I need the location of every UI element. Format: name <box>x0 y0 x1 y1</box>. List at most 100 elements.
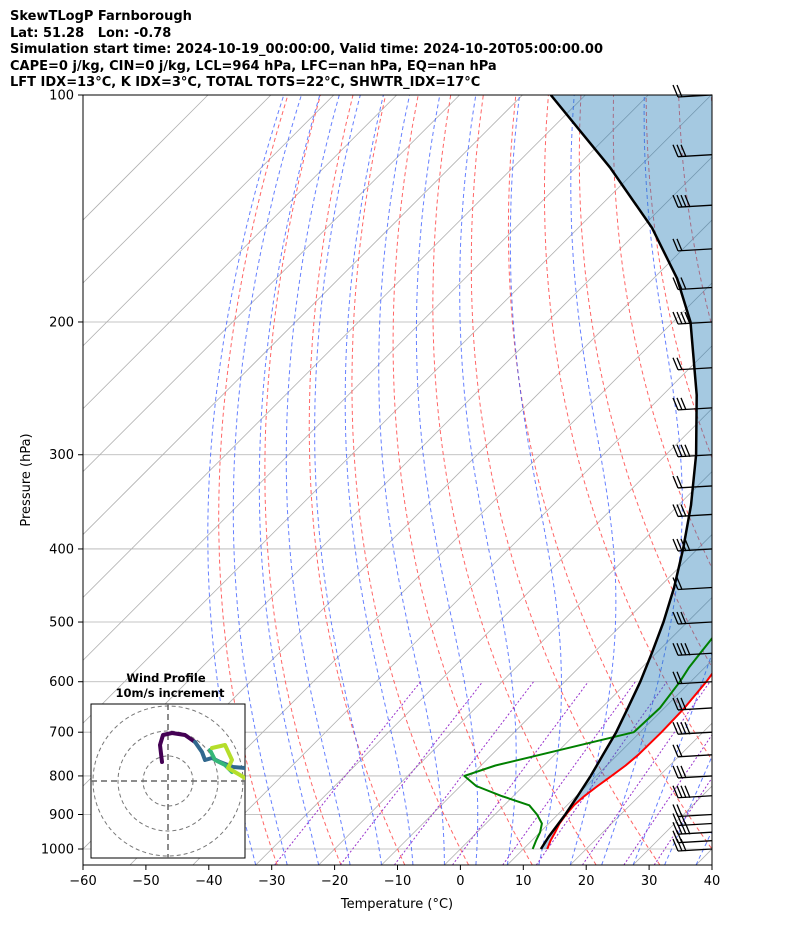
dry-adiabat <box>710 95 712 113</box>
moist-adiabat <box>258 95 321 865</box>
wind-barb <box>672 577 713 591</box>
moist-adiabat <box>509 95 562 865</box>
moist-adiabat <box>232 95 302 865</box>
y-tick-label: 800 <box>49 769 74 784</box>
wind-barb <box>672 444 713 458</box>
wind-barb <box>672 538 713 552</box>
dry-adiabat <box>392 95 533 865</box>
parcel-fill-area <box>540 95 712 849</box>
wind-barb <box>672 277 713 291</box>
mixing-ratio-lines <box>274 681 712 865</box>
dry-adiabat <box>351 95 470 865</box>
profile-lines <box>463 95 712 850</box>
dry-adiabat <box>544 95 712 762</box>
mixing-ratio-line <box>393 681 534 865</box>
moist-adiabat <box>632 651 712 865</box>
dry-adiabat <box>218 95 289 865</box>
hodograph-inset: Wind Profile 10m/s increment <box>90 671 246 859</box>
x-axis-ticks: −60 −50 −40 −30 −20 −10 0 10 20 30 40 <box>69 865 720 889</box>
cape-line: CAPE=0 j/kg, CIN=0 j/kg, LCL=964 hPa, LF… <box>10 58 497 74</box>
isotherm-line <box>83 95 335 347</box>
wind-barb <box>672 144 713 158</box>
x-tick-label: 40 <box>704 874 721 889</box>
wind-barb <box>672 238 713 252</box>
wind-barb <box>672 397 713 411</box>
moist-adiabat <box>415 95 479 865</box>
y-tick-label: 600 <box>49 675 74 690</box>
mixing-ratio-line <box>535 681 668 865</box>
isotherm-line <box>83 95 586 598</box>
x-tick-label: −20 <box>321 874 348 889</box>
moist-adiabat <box>285 95 351 865</box>
moist-adiabat <box>664 755 712 865</box>
temperature-line <box>546 672 712 850</box>
dry-adiabat <box>308 95 406 865</box>
dry-adiabat <box>744 95 794 865</box>
x-tick-label: −40 <box>195 874 222 889</box>
isotherm-line <box>83 95 649 661</box>
isotherm-line <box>83 95 272 284</box>
isotherm-line <box>318 471 712 865</box>
hodograph-title: Wind Profile <box>126 671 206 685</box>
hodograph-ring <box>117 730 219 832</box>
isotherm-line <box>83 95 523 536</box>
wind-barb <box>672 311 713 325</box>
y-tick-label: 500 <box>49 616 74 631</box>
isotherm-line <box>83 95 397 410</box>
wind-barb <box>672 785 713 799</box>
chart-title: SkewTLogP Farnborough <box>10 9 192 24</box>
wind-barb <box>672 813 713 827</box>
moist-adiabat <box>601 95 683 865</box>
time-line: Simulation start time: 2024-10-19_00:00:… <box>10 42 603 57</box>
hodograph-trace <box>158 731 197 764</box>
wind-barb <box>672 642 713 656</box>
x-tick-label: −30 <box>258 874 285 889</box>
chart-title-block: SkewTLogP Farnborough Lat: 51.28 Lon: -0… <box>10 9 603 92</box>
moist-adiabat <box>344 95 414 865</box>
dry-adiabat <box>470 95 661 865</box>
wind-barb <box>672 504 713 518</box>
location-line: Lat: 51.28 Lon: -0.78 <box>10 25 172 41</box>
y-tick-label: 900 <box>49 808 74 823</box>
y-tick-label: 400 <box>49 542 74 557</box>
wind-barb <box>672 475 713 489</box>
isotherm-line <box>569 722 712 865</box>
isotherm-line <box>192 345 712 865</box>
dry-adiabat <box>264 95 342 865</box>
wind-barbs <box>672 84 713 852</box>
x-tick-label: −10 <box>384 874 411 889</box>
mixing-ratio-line <box>623 734 712 865</box>
wind-barb <box>672 357 713 371</box>
x-tick-label: −60 <box>69 874 96 889</box>
wind-barb <box>672 765 713 779</box>
x-tick-label: −50 <box>132 874 159 889</box>
y-tick-label: 700 <box>49 726 74 741</box>
y-tick-label: 100 <box>49 89 74 104</box>
x-tick-label: 0 <box>456 874 464 889</box>
wind-barb <box>672 194 713 208</box>
mixing-ratio-line <box>653 776 712 865</box>
dewpoint-line <box>463 636 712 850</box>
x-tick-label: 30 <box>641 874 658 889</box>
y-tick-label: 300 <box>49 448 74 463</box>
hodograph-trace <box>210 743 245 780</box>
y-axis-ticks: 1000 900 800 700 600 500 400 300 200 100 <box>41 89 83 858</box>
x-tick-label: 10 <box>515 874 532 889</box>
moist-adiabat <box>314 95 382 865</box>
wind-barb <box>672 838 713 852</box>
parcel-line <box>539 95 698 850</box>
dry-adiabat <box>776 95 794 865</box>
mixing-ratio-line <box>274 681 421 865</box>
dry-adiabat <box>612 95 712 570</box>
hodograph-subtitle: 10m/s increment <box>116 686 225 700</box>
isotherm-line <box>83 95 460 473</box>
isotherm-line <box>507 659 712 865</box>
indices-line: LFT IDX=13°C, K IDX=3°C, TOTAL TOTS=22°C… <box>10 75 481 90</box>
x-axis-label: Temperature (°C) <box>340 897 453 912</box>
cin-area <box>540 95 712 849</box>
isotherm-line <box>129 282 712 865</box>
mixing-ratio-line <box>581 681 711 865</box>
background-grid <box>83 95 712 865</box>
wind-barb <box>672 671 713 685</box>
